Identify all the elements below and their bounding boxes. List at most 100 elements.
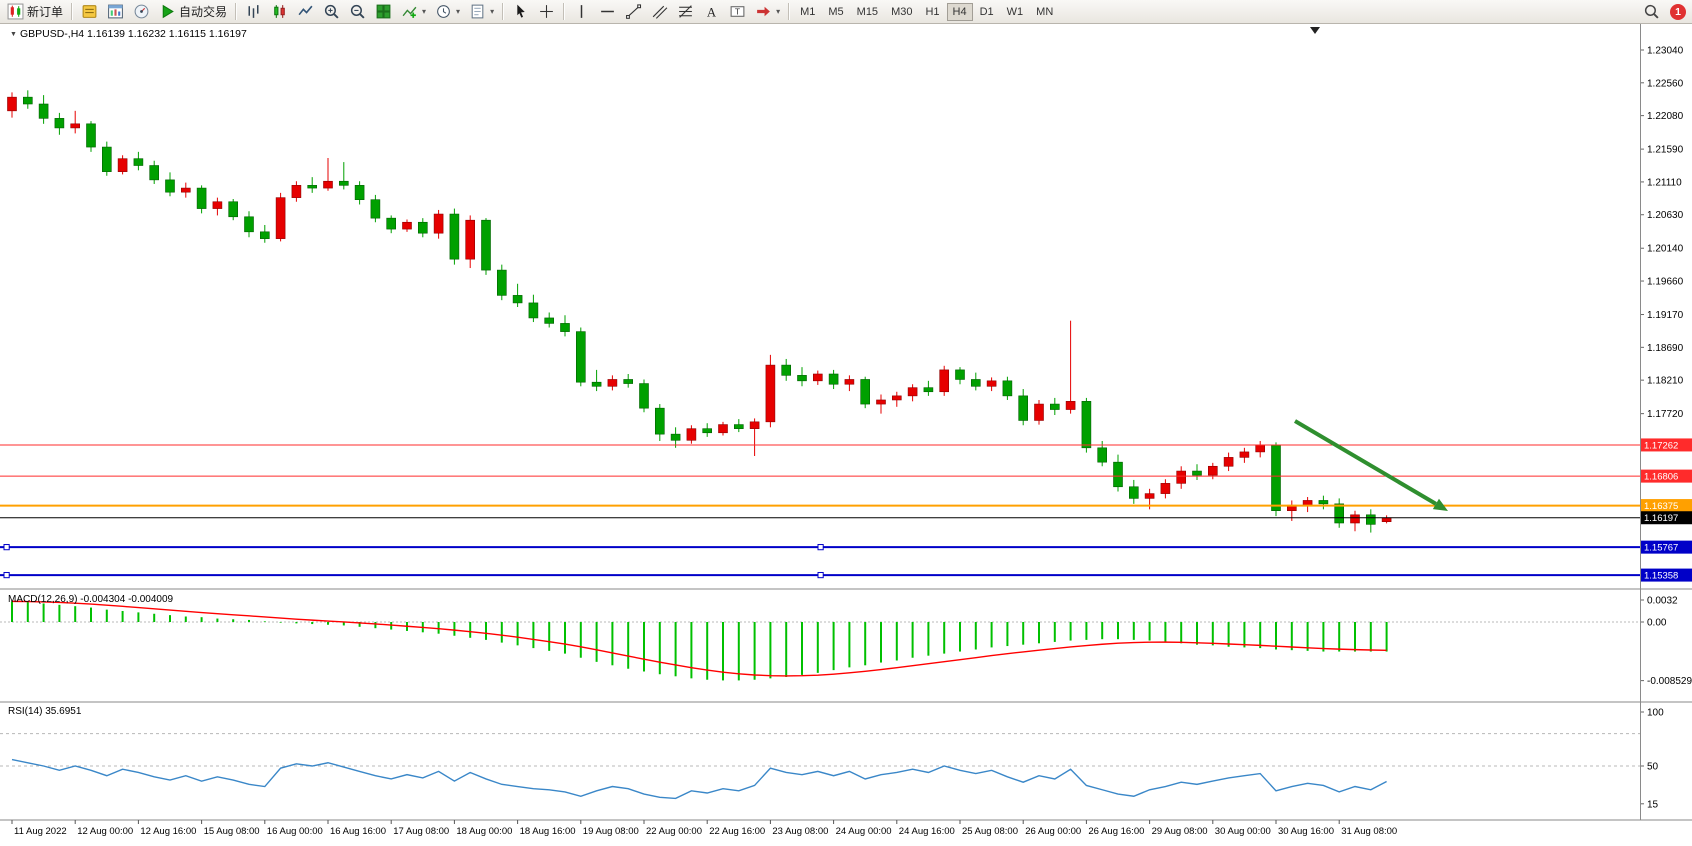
bar-chart-icon [248, 5, 259, 18]
indicators-button[interactable]: ▾ [397, 2, 430, 22]
svg-text:17 Aug 08:00: 17 Aug 08:00 [393, 826, 449, 837]
crosshair-icon [540, 5, 553, 18]
price-chart[interactable]: 1.17262 1.16806 1.16375 1.15767 1.15358 1.161… [0, 24, 1692, 846]
line-chart-icon [298, 5, 313, 16]
svg-text:26 Aug 00:00: 26 Aug 00:00 [1025, 826, 1081, 837]
rsi-indicator-label: RSI(14) 35.6951 [8, 706, 82, 717]
svg-text:1.21110: 1.21110 [1647, 177, 1682, 188]
price-tag [1640, 499, 1692, 513]
svg-text:1.18690: 1.18690 [1647, 343, 1684, 354]
chevron-down-icon: ▾ [490, 7, 495, 16]
templates-button[interactable]: ▾ [465, 2, 498, 22]
price-tag [1640, 438, 1692, 452]
svg-text:1.15358: 1.15358 [1644, 571, 1678, 582]
fibonacci-tool-button[interactable] [673, 2, 698, 22]
svg-text:50: 50 [1647, 762, 1659, 773]
candlestick-mode-button[interactable] [267, 2, 292, 22]
toolbar-separator [71, 3, 74, 20]
timeframe-h4[interactable]: H4 [946, 2, 973, 21]
toolbar-separator [235, 3, 238, 20]
svg-text:0.00: 0.00 [1647, 618, 1667, 629]
line-handle[interactable] [3, 571, 10, 579]
clock-icon [437, 5, 450, 18]
zoom-out-button[interactable] [345, 2, 370, 22]
line-handle[interactable] [817, 544, 824, 551]
timeframe-mn[interactable]: MN [1036, 5, 1054, 18]
current-price-tag [1640, 511, 1692, 525]
svg-text:1.19660: 1.19660 [1647, 277, 1684, 288]
navigator-icon [134, 4, 149, 19]
horizontal-line-tool-button[interactable] [595, 2, 620, 22]
price-tag [1640, 469, 1692, 483]
vertical-line-tool-button[interactable] [569, 2, 594, 22]
timeframe-m30[interactable]: M30 [891, 5, 913, 18]
svg-text:1.18210: 1.18210 [1647, 376, 1684, 387]
chart-caret-icon[interactable]: ▼ [10, 31, 17, 38]
crosshair-tool-button[interactable] [534, 2, 559, 22]
trendline-tool-button[interactable] [621, 2, 646, 22]
candlestick-icon [274, 5, 285, 18]
svg-text:15 Aug 08:00: 15 Aug 08:00 [204, 826, 260, 837]
bar-chart-mode-button[interactable] [241, 2, 266, 22]
history-center-button[interactable] [77, 2, 102, 22]
search-button[interactable] [1639, 2, 1664, 22]
timeframe-d1[interactable]: D1 [979, 5, 994, 18]
chevron-down-icon: ▾ [776, 7, 781, 16]
periods-button[interactable]: ▾ [431, 2, 464, 22]
svg-text:1.21590: 1.21590 [1647, 145, 1684, 156]
autotrading-button[interactable]: 自动交易 [155, 2, 231, 22]
navigator-button[interactable] [129, 2, 154, 22]
svg-text:-0.008529: -0.008529 [1647, 676, 1692, 687]
tile-windows-button[interactable] [371, 2, 396, 22]
time-axis[interactable] [11, 820, 1340, 824]
fibonacci-icon [679, 5, 692, 18]
svg-text:1.22560: 1.22560 [1647, 78, 1684, 89]
svg-text:1.15767: 1.15767 [1644, 543, 1678, 554]
svg-text:1.16375: 1.16375 [1644, 501, 1678, 512]
svg-text:24 Aug 00:00: 24 Aug 00:00 [836, 826, 892, 837]
timeframe-m15[interactable]: M15 [856, 5, 879, 18]
svg-text:11 Aug 2022: 11 Aug 2022 [14, 826, 67, 837]
timeframe-w1[interactable]: W1 [1006, 5, 1024, 18]
arrows-tool-button[interactable]: ▾ [751, 2, 784, 22]
notification-badge[interactable]: 1 [1670, 3, 1686, 20]
cursor-icon [517, 4, 525, 18]
chevron-down-icon: ▾ [422, 7, 427, 16]
text-tool-button[interactable]: A [699, 2, 724, 22]
line-handle[interactable] [3, 544, 10, 551]
svg-text:T: T [735, 7, 740, 17]
svg-text:16 Aug 00:00: 16 Aug 00:00 [267, 826, 323, 837]
line-chart-mode-button[interactable] [293, 2, 318, 22]
svg-text:18 Aug 00:00: 18 Aug 00:00 [456, 826, 512, 837]
chart-marker-triangle[interactable] [1310, 27, 1320, 34]
macd-indicator-label: MACD(12,26,9) -0.004304 -0.004009 [8, 594, 174, 605]
market-watch-button[interactable] [103, 2, 128, 22]
line-handle[interactable] [817, 571, 824, 579]
ohlc-values: 1.16139 1.16232 1.16115 1.16197 [87, 28, 247, 40]
text-icon: A [707, 5, 717, 19]
toolbar-separator [502, 3, 505, 20]
trend-arrow-head[interactable] [1432, 498, 1448, 511]
svg-text:16 Aug 16:00: 16 Aug 16:00 [330, 826, 386, 837]
svg-text:19 Aug 08:00: 19 Aug 08:00 [583, 826, 639, 837]
autotrading-play-icon [162, 4, 174, 19]
svg-text:12 Aug 16:00: 12 Aug 16:00 [140, 826, 196, 837]
svg-text:22 Aug 00:00: 22 Aug 00:00 [646, 826, 702, 837]
channel-tool-button[interactable] [647, 2, 672, 22]
trend-arrow[interactable] [1293, 419, 1437, 506]
timeframe-m5[interactable]: M5 [828, 5, 844, 18]
svg-text:30 Aug 00:00: 30 Aug 00:00 [1215, 826, 1271, 837]
timeframe-m1[interactable]: M1 [800, 5, 816, 18]
macd-signal-line [11, 600, 1387, 677]
indicators-icon [402, 6, 417, 18]
text-label-tool-button[interactable]: T [725, 2, 750, 22]
cursor-tool-button[interactable] [508, 2, 533, 22]
timeframe-h1[interactable]: H1 [925, 5, 940, 18]
new-order-button[interactable]: 新订单 [3, 2, 67, 22]
svg-text:22 Aug 16:00: 22 Aug 16:00 [709, 826, 765, 837]
zoom-out-icon [350, 4, 365, 19]
zoom-in-icon [324, 4, 339, 19]
template-icon [471, 4, 484, 19]
zoom-in-button[interactable] [319, 2, 344, 22]
svg-text:12 Aug 00:00: 12 Aug 00:00 [77, 826, 133, 837]
